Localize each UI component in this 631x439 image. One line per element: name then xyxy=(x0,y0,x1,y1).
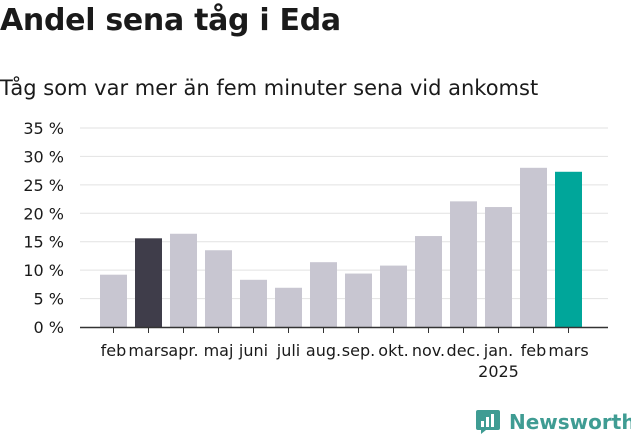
x-year-label: 2025 xyxy=(478,362,519,381)
bars xyxy=(100,167,582,327)
bar-juli xyxy=(275,287,302,327)
bar-dec xyxy=(450,201,477,327)
chart-title: Andel sena tåg i Eda xyxy=(0,3,341,38)
y-tick-label: 5 % xyxy=(34,290,64,309)
bar-mars xyxy=(135,238,162,327)
brand-name: Newsworthy xyxy=(509,410,631,434)
bar-aug xyxy=(310,262,337,327)
brand-logo: Newsworthy xyxy=(475,407,631,437)
bar-feb xyxy=(520,167,547,327)
x-tick-label: aug. xyxy=(306,341,341,360)
x-tick-label: apr. xyxy=(168,341,198,360)
x-tick-label: mars xyxy=(548,341,588,360)
y-tick-label: 20 % xyxy=(23,204,64,223)
x-tick-label: nov. xyxy=(412,341,445,360)
x-tick-label: feb xyxy=(521,341,547,360)
x-tick-label: jan. xyxy=(483,341,513,360)
bar-sep xyxy=(345,273,372,327)
x-tick-labels: feb mars apr. maj juni juli aug. sep. okt. nov. de… xyxy=(101,341,589,381)
newsworthy-chart-icon xyxy=(476,410,500,434)
chart-subtitle: Tåg som var mer än fem minuter sena vid … xyxy=(0,76,539,100)
x-tick-label: juni xyxy=(238,341,268,360)
x-tick-label: feb xyxy=(101,341,127,360)
y-tick-label: 25 % xyxy=(23,176,64,195)
x-tick-label: dec. xyxy=(447,341,481,360)
bar-feb xyxy=(100,274,127,327)
y-tick-label: 30 % xyxy=(23,147,64,166)
bar-mars xyxy=(555,171,582,327)
y-tick-labels: 0 % 5 % 10 % 15 % 20 % 25 % 30 % 35 % xyxy=(23,119,64,337)
bar-maj xyxy=(205,250,232,327)
x-tick-label: okt. xyxy=(378,341,408,360)
y-tick-label: 35 % xyxy=(23,119,64,138)
y-tick-label: 0 % xyxy=(34,318,64,337)
x-tick-label: juli xyxy=(276,341,300,360)
bar-nov xyxy=(415,236,442,327)
bar-apr xyxy=(170,233,197,327)
bar-juni xyxy=(240,279,267,327)
y-tick-label: 15 % xyxy=(23,233,64,252)
x-tick-label: sep. xyxy=(342,341,375,360)
y-tick-label: 10 % xyxy=(23,261,64,280)
x-axis xyxy=(80,326,608,333)
bar-jan xyxy=(485,207,512,327)
bar-okt xyxy=(380,265,407,327)
x-tick-label: maj xyxy=(204,341,234,360)
x-tick-label: mars xyxy=(128,341,168,360)
